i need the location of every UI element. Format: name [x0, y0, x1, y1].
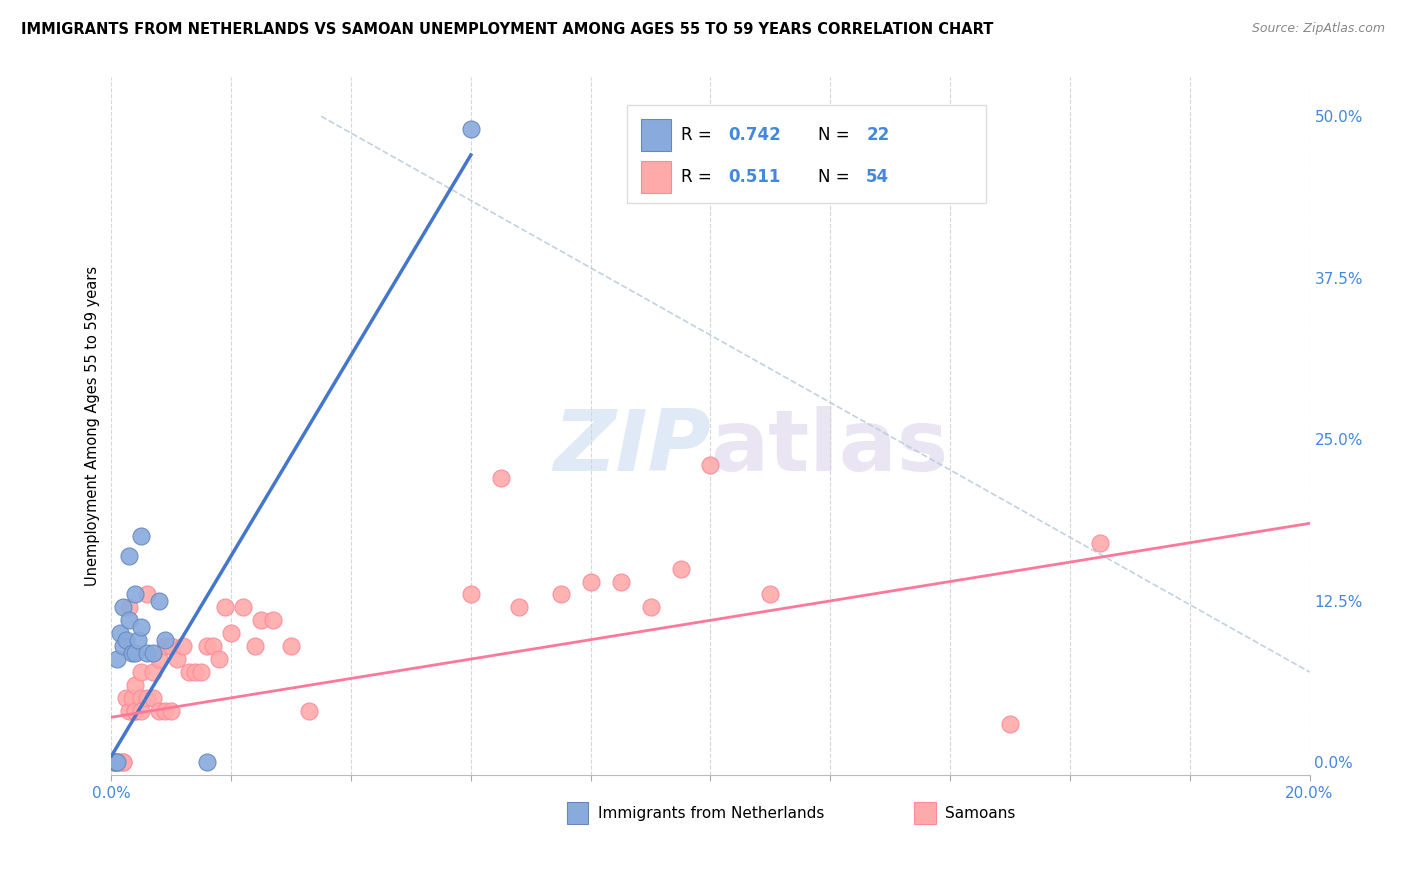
Point	[136, 646, 159, 660]
Point	[460, 122, 482, 136]
Point	[112, 756, 135, 770]
Point	[250, 613, 273, 627]
Point	[142, 646, 165, 660]
Point	[489, 471, 512, 485]
Point	[115, 632, 138, 647]
Point	[669, 561, 692, 575]
Text: atlas: atlas	[710, 406, 949, 489]
Point	[699, 458, 721, 473]
Point	[118, 600, 141, 615]
Point	[118, 549, 141, 563]
Point	[262, 613, 284, 627]
Point	[124, 587, 146, 601]
Text: N =: N =	[818, 169, 855, 186]
Text: 54: 54	[866, 169, 890, 186]
Point	[107, 756, 129, 770]
Point	[609, 574, 631, 589]
Point	[160, 639, 183, 653]
Text: Immigrants from Netherlands: Immigrants from Netherlands	[598, 805, 824, 821]
Point	[232, 600, 254, 615]
Point	[118, 613, 141, 627]
Point	[112, 756, 135, 770]
Point	[243, 639, 266, 653]
Point	[298, 704, 321, 718]
Point	[508, 600, 530, 615]
Point	[124, 704, 146, 718]
Point	[998, 716, 1021, 731]
Point	[127, 632, 149, 647]
FancyBboxPatch shape	[914, 802, 936, 824]
Point	[155, 704, 177, 718]
Point	[124, 678, 146, 692]
Point	[121, 646, 143, 660]
Text: N =: N =	[818, 126, 855, 144]
Point	[759, 587, 782, 601]
Point	[214, 600, 236, 615]
FancyBboxPatch shape	[641, 120, 671, 151]
Point	[184, 665, 207, 679]
Point	[136, 587, 159, 601]
Point	[136, 690, 159, 705]
Point	[208, 652, 231, 666]
Point	[112, 600, 135, 615]
FancyBboxPatch shape	[567, 802, 588, 824]
Point	[148, 594, 170, 608]
Point	[155, 639, 177, 653]
Point	[550, 587, 572, 601]
Point	[179, 665, 201, 679]
Point	[107, 652, 129, 666]
Text: Source: ZipAtlas.com: Source: ZipAtlas.com	[1251, 22, 1385, 36]
Point	[142, 690, 165, 705]
Point	[148, 704, 170, 718]
Point	[131, 620, 153, 634]
Point	[103, 756, 125, 770]
FancyBboxPatch shape	[627, 105, 986, 203]
Point	[124, 646, 146, 660]
Point	[118, 704, 141, 718]
Point	[107, 756, 129, 770]
Point	[103, 756, 125, 770]
Point	[195, 639, 218, 653]
Text: Samoans: Samoans	[945, 805, 1015, 821]
Point	[166, 652, 188, 666]
Text: R =: R =	[681, 169, 717, 186]
Point	[112, 639, 135, 653]
Point	[195, 756, 218, 770]
Point	[148, 652, 170, 666]
Point	[104, 756, 127, 770]
Text: ZIP: ZIP	[553, 406, 710, 489]
Point	[115, 690, 138, 705]
Point	[110, 626, 132, 640]
Point	[124, 704, 146, 718]
Point	[219, 626, 242, 640]
Point	[1088, 535, 1111, 549]
FancyBboxPatch shape	[641, 161, 671, 193]
Point	[131, 690, 153, 705]
Point	[131, 665, 153, 679]
Text: 0.742: 0.742	[728, 126, 782, 144]
Text: IMMIGRANTS FROM NETHERLANDS VS SAMOAN UNEMPLOYMENT AMONG AGES 55 TO 59 YEARS COR: IMMIGRANTS FROM NETHERLANDS VS SAMOAN UN…	[21, 22, 994, 37]
Point	[160, 704, 183, 718]
Point	[131, 529, 153, 543]
Point	[579, 574, 602, 589]
Point	[131, 704, 153, 718]
Point	[202, 639, 225, 653]
Point	[155, 632, 177, 647]
Point	[121, 690, 143, 705]
Y-axis label: Unemployment Among Ages 55 to 59 years: Unemployment Among Ages 55 to 59 years	[86, 267, 100, 586]
Point	[460, 587, 482, 601]
Point	[172, 639, 194, 653]
Point	[190, 665, 212, 679]
Text: R =: R =	[681, 126, 717, 144]
Text: 22: 22	[866, 126, 890, 144]
Point	[107, 756, 129, 770]
Point	[280, 639, 302, 653]
Point	[640, 600, 662, 615]
Point	[110, 756, 132, 770]
Text: 0.511: 0.511	[728, 169, 780, 186]
Point	[142, 665, 165, 679]
